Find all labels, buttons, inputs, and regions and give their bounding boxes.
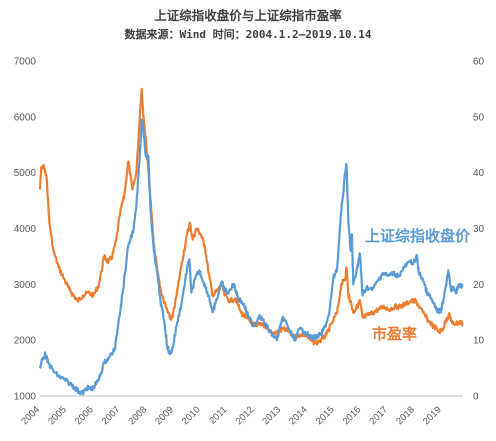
- chart-subtitle: 数据来源：Wind 时间：2004.1.2—2019.10.14: [125, 27, 372, 41]
- y-right-tick-label: 50: [473, 112, 485, 123]
- y-left-tick-label: 1000: [14, 392, 37, 403]
- x-tick-label: 2018: [394, 404, 417, 427]
- y-left-tick-label: 3000: [14, 280, 37, 291]
- x-tick-label: 2007: [100, 404, 123, 427]
- chart-title: 上证综指收盘价与上证综指市盈率: [154, 8, 342, 23]
- y-right-tick-label: 10: [473, 336, 485, 347]
- x-tick-label: 2004: [19, 404, 42, 427]
- x-tick-label: 2017: [367, 404, 390, 427]
- x-tick-label: 2010: [180, 404, 203, 427]
- y-right-tick-label: 20: [473, 280, 485, 291]
- annotation-pe-label: 市盈率: [372, 325, 417, 343]
- y-right-tick-label: 60: [473, 57, 485, 68]
- x-ticks: 2004 2005 2006 2007 2008 2009 2010 2011 2012 2013…: [19, 404, 443, 427]
- y-left-tick-label: 2000: [14, 336, 37, 347]
- y-left-tick-label: 6000: [14, 112, 37, 123]
- x-tick-label: 2015: [314, 404, 337, 427]
- x-tick-label: 2019: [421, 404, 444, 427]
- y-left-ticks: 1000 2000 3000 4000 5000 6000 7000: [14, 57, 37, 403]
- x-tick-label: 2006: [73, 404, 96, 427]
- series-line-price: [38, 118, 464, 396]
- series-line-pe: [38, 87, 464, 346]
- x-tick-label: 2016: [341, 404, 364, 427]
- y-left-tick-label: 5000: [14, 168, 37, 179]
- y-left-tick-label: 4000: [14, 224, 37, 235]
- y-left-tick-label: 7000: [14, 57, 37, 68]
- x-tick-label: 2005: [46, 404, 69, 427]
- y-right-tick-label: 30: [473, 224, 485, 235]
- annotation-price-label: 上证综指收盘价: [365, 227, 471, 245]
- y-right-ticks: 0 10 20 30 40 50 60: [473, 57, 485, 403]
- x-tick-label: 2008: [126, 404, 149, 427]
- x-tick-label: 2012: [234, 404, 257, 427]
- y-right-tick-label: 40: [473, 168, 485, 179]
- x-tick-label: 2014: [287, 404, 310, 427]
- x-tick-label: 2011: [207, 404, 229, 426]
- x-tick-label: 2009: [153, 404, 176, 427]
- y-right-tick-label: 0: [473, 392, 479, 403]
- x-tick-label: 2013: [260, 404, 283, 427]
